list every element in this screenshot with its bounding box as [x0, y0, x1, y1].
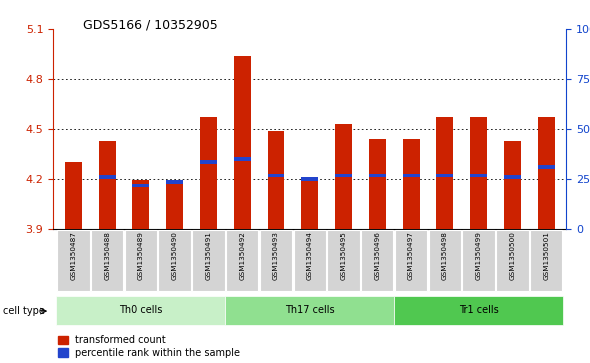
Bar — [133, 180, 149, 229]
Text: GSM1350490: GSM1350490 — [172, 231, 178, 280]
Bar — [166, 180, 183, 184]
Bar — [200, 117, 217, 229]
Bar — [267, 131, 284, 229]
Text: GSM1350487: GSM1350487 — [70, 231, 76, 280]
Bar — [470, 174, 487, 177]
FancyBboxPatch shape — [327, 230, 360, 291]
Bar — [369, 174, 386, 177]
FancyBboxPatch shape — [394, 295, 563, 325]
Bar — [99, 140, 116, 229]
Text: GSM1350496: GSM1350496 — [374, 231, 381, 280]
Bar — [133, 184, 149, 187]
Text: GSM1350501: GSM1350501 — [543, 231, 549, 280]
Text: GSM1350498: GSM1350498 — [442, 231, 448, 280]
Bar — [65, 162, 82, 229]
FancyBboxPatch shape — [260, 230, 292, 291]
FancyBboxPatch shape — [530, 230, 562, 291]
Text: GSM1350492: GSM1350492 — [239, 231, 245, 280]
Bar — [301, 177, 318, 229]
Bar — [234, 56, 251, 229]
Bar — [437, 174, 453, 177]
FancyBboxPatch shape — [294, 230, 326, 291]
Text: GSM1350493: GSM1350493 — [273, 231, 279, 280]
FancyBboxPatch shape — [463, 230, 495, 291]
Legend: transformed count, percentile rank within the sample: transformed count, percentile rank withi… — [58, 335, 241, 358]
Text: GSM1350500: GSM1350500 — [509, 231, 516, 280]
Bar — [369, 139, 386, 229]
Bar — [504, 140, 521, 229]
Bar — [166, 180, 183, 229]
FancyBboxPatch shape — [226, 230, 258, 291]
Bar — [537, 165, 555, 169]
Text: GSM1350495: GSM1350495 — [340, 231, 346, 280]
Bar — [99, 175, 116, 179]
Bar — [504, 175, 521, 179]
Text: GSM1350491: GSM1350491 — [205, 231, 211, 280]
FancyBboxPatch shape — [57, 295, 225, 325]
Bar — [200, 160, 217, 164]
FancyBboxPatch shape — [124, 230, 157, 291]
Bar — [437, 117, 453, 229]
FancyBboxPatch shape — [428, 230, 461, 291]
FancyBboxPatch shape — [57, 230, 90, 291]
Text: Th0 cells: Th0 cells — [119, 305, 163, 315]
FancyBboxPatch shape — [496, 230, 529, 291]
FancyBboxPatch shape — [395, 230, 427, 291]
FancyBboxPatch shape — [225, 295, 394, 325]
Bar — [335, 174, 352, 177]
Bar — [335, 124, 352, 229]
Bar — [301, 177, 318, 181]
Bar — [537, 117, 555, 229]
Text: GSM1350488: GSM1350488 — [104, 231, 110, 280]
Text: Tr1 cells: Tr1 cells — [458, 305, 499, 315]
Bar — [267, 174, 284, 177]
Text: GSM1350497: GSM1350497 — [408, 231, 414, 280]
Text: GSM1350499: GSM1350499 — [476, 231, 481, 280]
Text: GSM1350489: GSM1350489 — [138, 231, 144, 280]
FancyBboxPatch shape — [361, 230, 394, 291]
Bar — [402, 174, 419, 177]
Bar — [234, 157, 251, 161]
Text: GSM1350494: GSM1350494 — [307, 231, 313, 280]
FancyBboxPatch shape — [159, 230, 191, 291]
Bar — [402, 139, 419, 229]
FancyBboxPatch shape — [192, 230, 225, 291]
Text: Th17 cells: Th17 cells — [285, 305, 335, 315]
Text: cell type: cell type — [3, 306, 45, 316]
Bar — [470, 117, 487, 229]
FancyBboxPatch shape — [91, 230, 123, 291]
Text: GDS5166 / 10352905: GDS5166 / 10352905 — [83, 18, 217, 31]
